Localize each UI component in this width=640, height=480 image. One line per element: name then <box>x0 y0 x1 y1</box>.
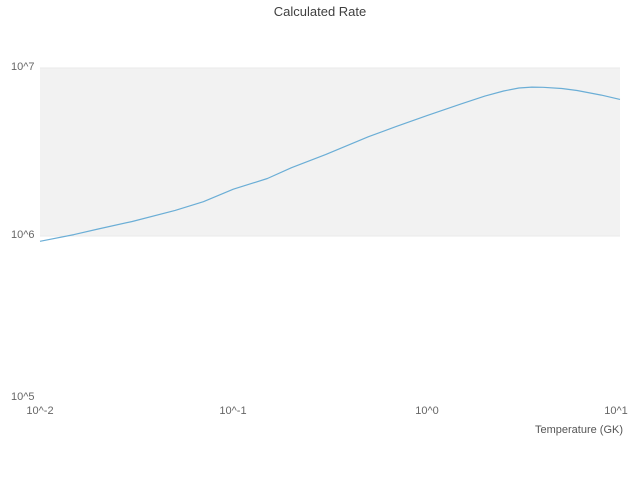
rate-line <box>39 86 621 242</box>
chart-title: Calculated Rate <box>273 4 367 19</box>
x-tick-1e-2: 10^-2 <box>26 405 54 417</box>
x-tick-1e-1: 10^-1 <box>219 405 247 417</box>
y-tick-1e7: 10^7 <box>11 61 35 73</box>
x-tick-1e0: 10^0 <box>415 405 439 417</box>
x-tick-1e1: 10^1 <box>604 405 628 417</box>
x-axis-label: Temperature (GK) <box>534 424 623 436</box>
y-tick-1e5: 10^5 <box>11 391 35 403</box>
shaded-band <box>40 68 620 236</box>
y-tick-1e6: 10^6 <box>11 229 35 241</box>
